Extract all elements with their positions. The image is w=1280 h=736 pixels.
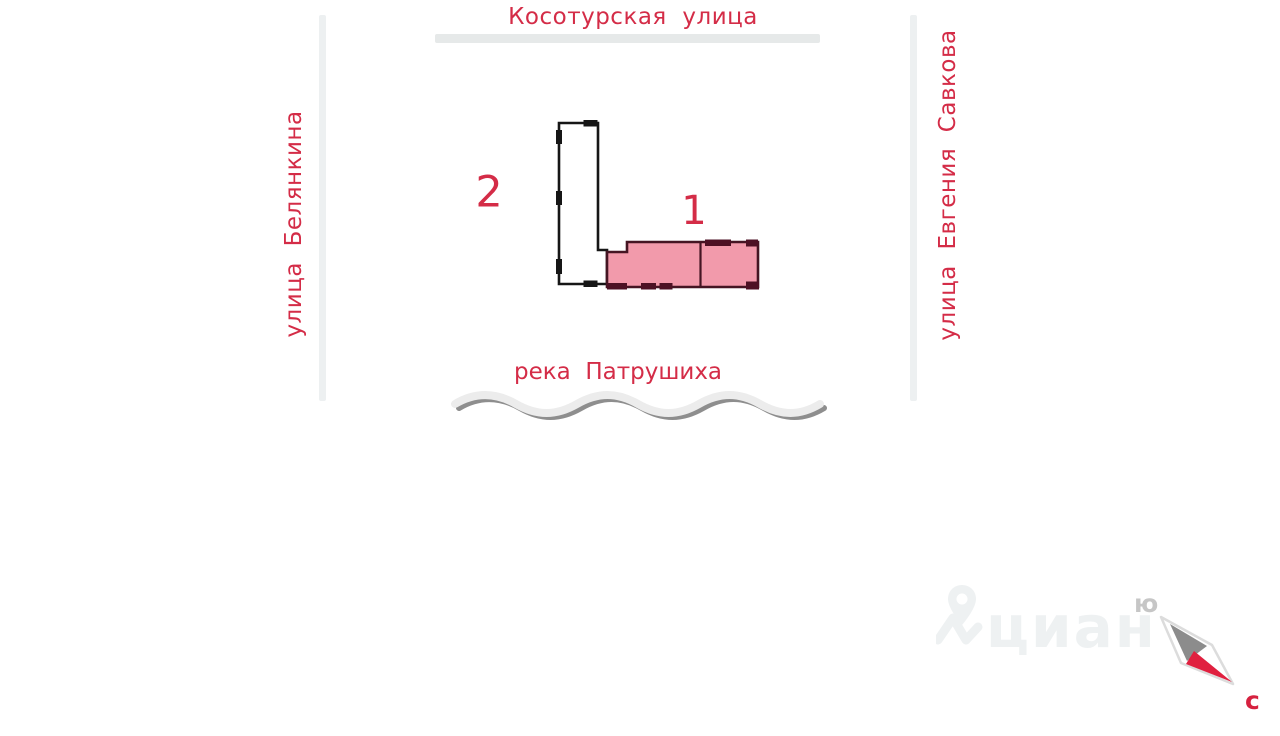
street-label-kosoturskaya: Косотурская улица	[508, 4, 758, 30]
compass-south-label: ю	[1134, 589, 1159, 618]
street-bar-right	[910, 15, 917, 401]
compass-needle-icon	[1159, 615, 1235, 686]
river-wave-icon	[451, 391, 827, 420]
street-label-belyankina: улица Белянкина	[281, 110, 307, 338]
compass-north-label: с	[1245, 686, 1260, 715]
building-1-ticks	[607, 239, 759, 290]
building-1-footprint[interactable]	[605, 239, 760, 290]
street-bar-left	[319, 15, 326, 401]
river-label: река Патрушиха	[513, 359, 723, 385]
street-bar-top	[435, 34, 820, 43]
cian-map-pin-icon	[936, 585, 983, 645]
building-2-ticks	[556, 120, 598, 287]
building-2-label[interactable]: 2	[475, 167, 503, 218]
building-1-label[interactable]: 1	[681, 188, 707, 234]
street-label-evgeniya-savkova: улица Евгения Савкова	[935, 29, 961, 341]
building-2-footprint[interactable]	[556, 120, 609, 287]
cian-watermark-label: циан	[986, 593, 1157, 661]
